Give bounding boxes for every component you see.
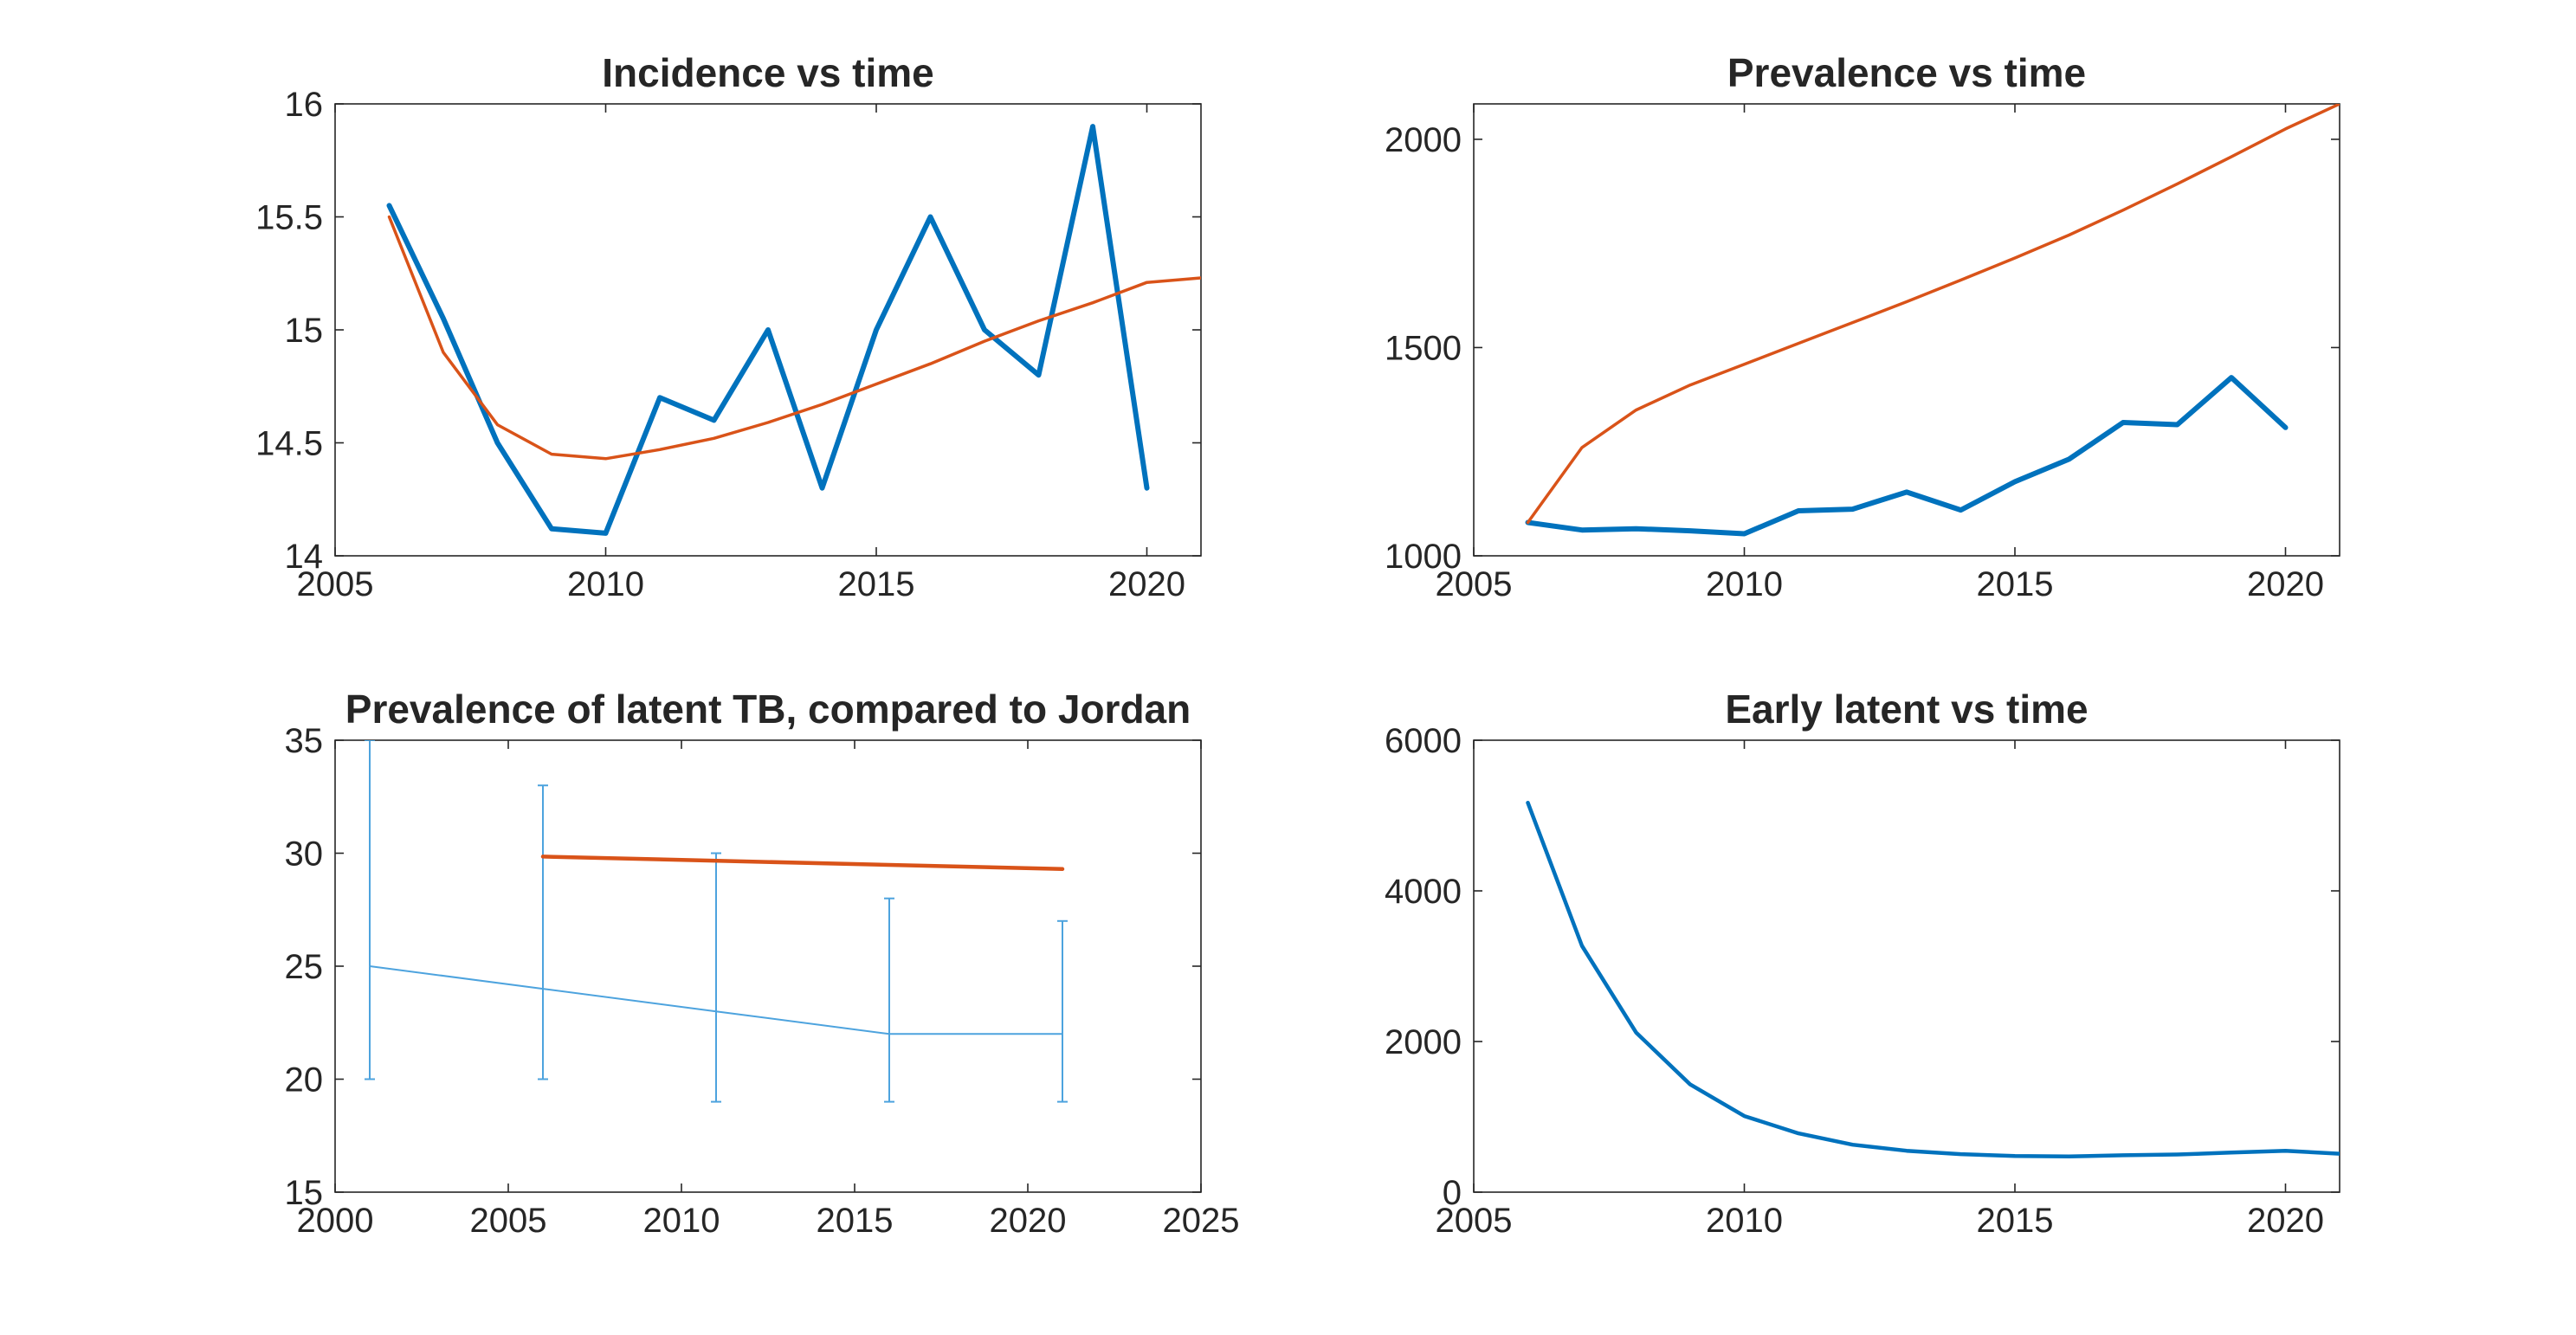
x-tick-label: 2010 (1706, 565, 1783, 603)
x-tick-label: 2005 (470, 1202, 547, 1240)
plot-area (1525, 104, 2340, 537)
y-tick-label: 15 (285, 312, 324, 350)
y-tick-label: 15 (285, 1174, 324, 1212)
y-tick-label: 14 (285, 538, 324, 576)
latent-tb-panel: Prevalence of latent TB, compared to Jor… (285, 687, 1240, 1240)
x-tick-label: 2005 (1436, 1202, 1513, 1240)
x-tick-label: 2000 (297, 1202, 374, 1240)
y-tick-label: 15.5 (255, 199, 323, 237)
chart-title: Prevalence vs time (1727, 50, 2086, 95)
plot-area (386, 124, 1201, 536)
y-tick-label: 1500 (1385, 329, 1462, 367)
y-tick-label: 25 (285, 948, 324, 986)
x-tick-label: 2015 (817, 1202, 894, 1240)
y-tick-label: 2000 (1385, 121, 1462, 159)
error-bar (884, 897, 894, 1103)
x-tick-label: 2015 (838, 565, 915, 603)
y-tick-label: 1000 (1385, 538, 1462, 576)
chart-title: Early latent vs time (1725, 687, 2088, 732)
error-bar (1057, 919, 1068, 1103)
x-tick-label: 2020 (1108, 565, 1185, 603)
y-tick-label: 30 (285, 835, 324, 874)
x-tick-label: 2020 (990, 1202, 1067, 1240)
early-latent-panel: Early latent vs time 2005 2010 2015 2020 0 200… (1385, 687, 2340, 1240)
x-tick-label: 2010 (1706, 1202, 1783, 1240)
error-bar (711, 852, 721, 1103)
x-tick-label: 2010 (567, 565, 644, 603)
error-bar (365, 740, 375, 1080)
x-tick-label: 2025 (1163, 1202, 1240, 1240)
blue-series-line (1526, 800, 2340, 1158)
blue-series-line (386, 124, 1150, 536)
x-tick-label: 2015 (1977, 1202, 2054, 1240)
x-tick-label: 2020 (2247, 1202, 2324, 1240)
x-tick-label: 2015 (1977, 565, 2054, 603)
y-tick-label: 0 (1443, 1174, 1462, 1212)
y-tick-label: 2000 (1385, 1023, 1462, 1061)
x-tick-label: 2010 (643, 1202, 720, 1240)
axes-box (334, 739, 1202, 1193)
plot-area (1526, 800, 2340, 1158)
y-tick-label: 4000 (1385, 873, 1462, 911)
chart-title: Prevalence of latent TB, compared to Jor… (345, 687, 1191, 732)
incidence-panel: Incidence vs time 2005 2010 2015 2020 14 14.5 1… (255, 50, 1202, 603)
chart-title: Incidence vs time (602, 50, 934, 95)
axes-box (1473, 739, 2340, 1193)
plot-area (365, 740, 1068, 1103)
x-tick-label: 2005 (297, 565, 374, 603)
y-tick-label: 35 (285, 722, 324, 760)
error-bar (538, 784, 548, 1080)
y-tick-label: 14.5 (255, 425, 323, 463)
orange-series-line (540, 855, 1065, 872)
x-tick-label: 2020 (2247, 565, 2324, 603)
axes-box (1473, 103, 2340, 557)
prevalence-panel: Prevalence vs time 2005 2010 2015 2020 1000 15… (1385, 50, 2340, 603)
y-tick-label: 20 (285, 1061, 324, 1100)
orange-series-line (1526, 104, 2340, 525)
y-tick-label: 6000 (1385, 722, 1462, 760)
x-tick-label: 2005 (1436, 565, 1513, 603)
orange-series-line (387, 215, 1201, 461)
blue-series-line (1525, 375, 2289, 537)
y-tick-label: 16 (285, 86, 324, 124)
